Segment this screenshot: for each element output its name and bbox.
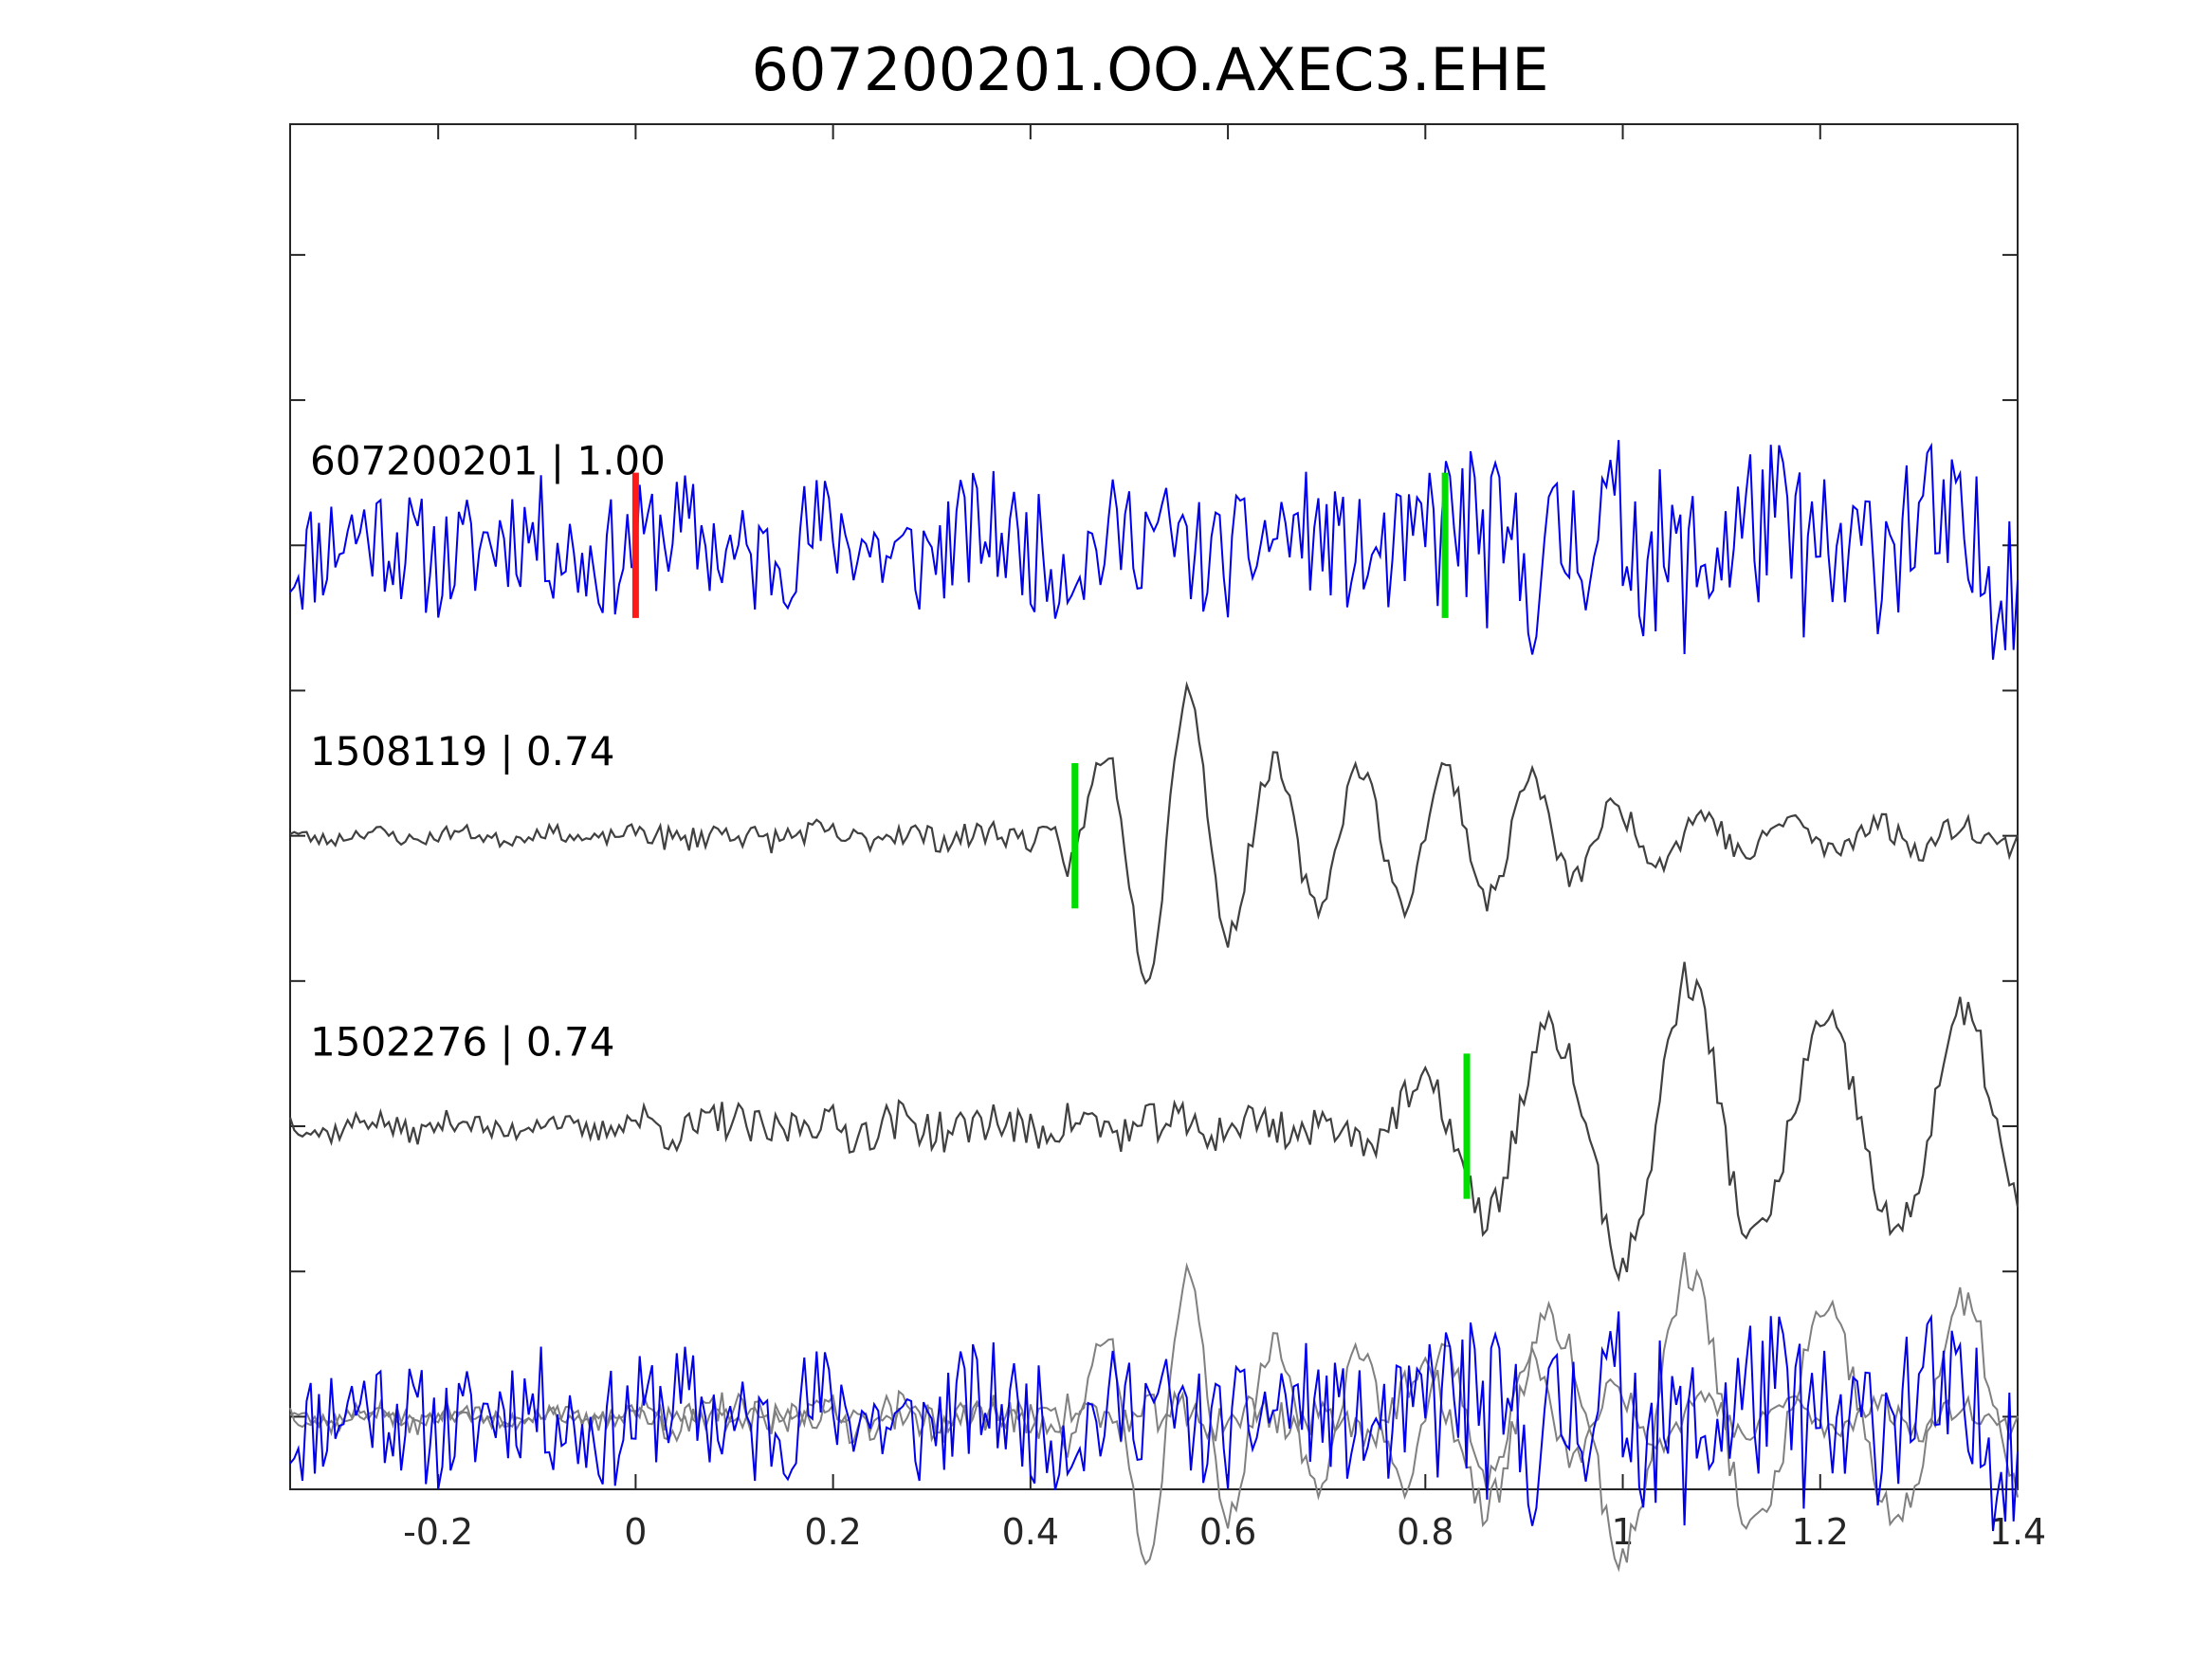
x-tick-label: -0.2 bbox=[403, 1511, 473, 1553]
x-tick-label: 0.2 bbox=[804, 1511, 861, 1553]
plot-frame bbox=[289, 123, 2019, 1490]
x-tick-label: 0.6 bbox=[1199, 1511, 1256, 1553]
trace-group bbox=[288, 440, 2020, 1283]
trace-line-2 bbox=[289, 681, 2020, 985]
x-tick-label: 1.4 bbox=[1989, 1511, 2046, 1553]
trace-label-3: 1502276 | 0.74 bbox=[310, 1018, 614, 1065]
chart-title: 607200201.OO.AXEC3.EHE bbox=[752, 35, 1549, 104]
trace-line-1 bbox=[289, 440, 2019, 660]
overlay-template-1 bbox=[289, 1262, 2019, 1566]
x-tick-label: 0 bbox=[624, 1511, 647, 1553]
trace-line-3 bbox=[288, 961, 2020, 1283]
x-tick-label: 0.4 bbox=[1002, 1511, 1059, 1553]
overlay-group bbox=[289, 1251, 2019, 1573]
trace-label-2: 1508119 | 0.74 bbox=[310, 728, 614, 775]
overlay-template-2 bbox=[289, 1251, 2019, 1573]
x-tick-label: 0.8 bbox=[1397, 1511, 1453, 1553]
x-tick-label: 1.2 bbox=[1792, 1511, 1849, 1553]
axis-ticks: -0.2 0 0.2 0.4 0.6 0.8 1 1.2 1.4 bbox=[290, 124, 2046, 1553]
trace-labels: 607200201 | 1.00 1508119 | 0.74 1502276 | … bbox=[310, 438, 666, 1066]
overlay-target bbox=[289, 1311, 2019, 1532]
trace-label-1: 607200201 | 1.00 bbox=[310, 438, 666, 484]
